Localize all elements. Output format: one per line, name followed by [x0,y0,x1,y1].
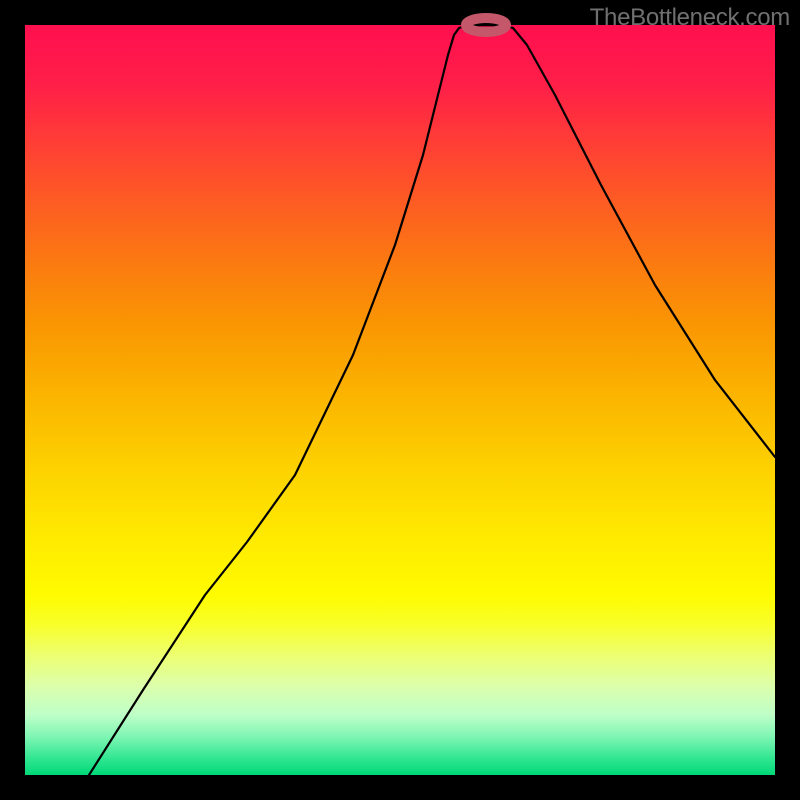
plot-background [25,25,775,775]
bottleneck-chart: TheBottleneck.com [0,0,800,800]
chart-svg [0,0,800,800]
watermark-text: TheBottleneck.com [590,4,790,32]
